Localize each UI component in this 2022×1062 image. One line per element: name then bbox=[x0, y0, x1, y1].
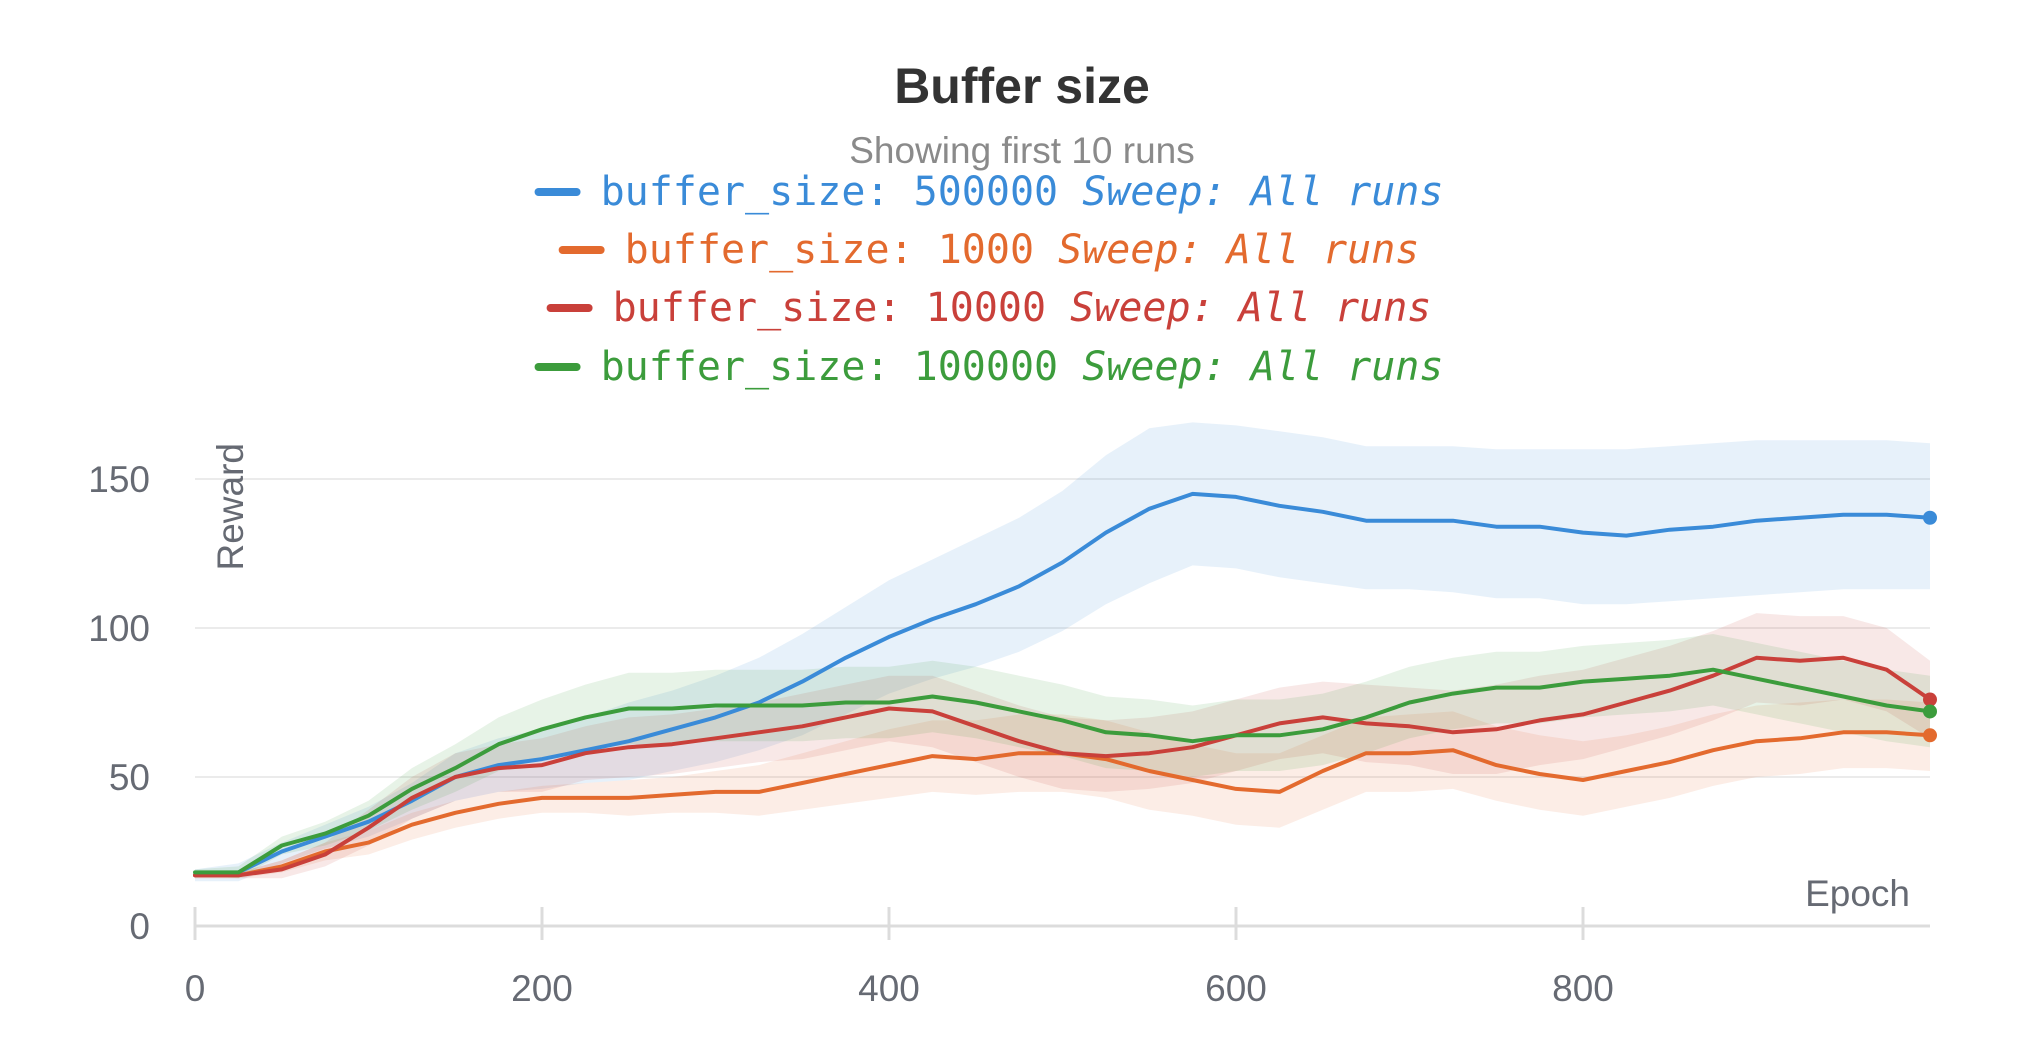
chart-subtitle: Showing first 10 runs bbox=[849, 130, 1195, 171]
chart-title: Buffer size bbox=[894, 58, 1150, 114]
series-band bbox=[195, 422, 1930, 882]
x-tick-label: 400 bbox=[858, 968, 920, 1009]
y-axis-label: Reward bbox=[210, 443, 251, 571]
series-line[interactable] bbox=[193, 667, 1932, 875]
legend-group-name: Sweep: All runs bbox=[1070, 285, 1431, 331]
series-endpoint[interactable] bbox=[1923, 704, 1937, 719]
confidence-bands bbox=[195, 422, 1930, 882]
legend-swatch bbox=[534, 363, 581, 371]
y-axis: 0 50 100 150 bbox=[88, 459, 150, 947]
legend-item[interactable]: buffer_size: 1000 Sweep: All runs bbox=[558, 227, 1420, 273]
legend: buffer_size: 500000 Sweep: All runsbuffe… bbox=[534, 169, 1444, 390]
series-band bbox=[195, 613, 1930, 879]
series-band bbox=[195, 699, 1930, 879]
svg-text:buffer_size: 10000 Sweep: All: buffer_size: 10000 Sweep: All runs bbox=[613, 285, 1432, 331]
legend-series-name: buffer_size: 10000 bbox=[613, 285, 1071, 331]
x-tick-label: 800 bbox=[1552, 968, 1614, 1009]
y-tick-label: 150 bbox=[88, 459, 150, 500]
legend-group-name: Sweep: All runs bbox=[1082, 169, 1443, 215]
y-tick-label: 0 bbox=[129, 906, 150, 947]
x-tick-label: 200 bbox=[511, 968, 573, 1009]
x-axis: 0 200 400 600 800 bbox=[185, 907, 1930, 1009]
legend-item[interactable]: buffer_size: 500000 Sweep: All runs bbox=[534, 169, 1444, 215]
legend-group-name: Sweep: All runs bbox=[1058, 227, 1419, 273]
svg-text:buffer_size: 100000 Sweep: All: buffer_size: 100000 Sweep: All runs bbox=[601, 344, 1444, 390]
series-endpoint[interactable] bbox=[1923, 728, 1937, 743]
svg-text:buffer_size: 500000 Sweep: All: buffer_size: 500000 Sweep: All runs bbox=[601, 169, 1444, 215]
legend-group-name: Sweep: All runs bbox=[1082, 344, 1443, 390]
legend-item[interactable]: buffer_size: 100000 Sweep: All runs bbox=[534, 344, 1444, 390]
legend-series-name: buffer_size: 100000 bbox=[601, 344, 1083, 390]
x-tick-label: 600 bbox=[1205, 968, 1267, 1009]
series-endpoint[interactable] bbox=[1923, 510, 1937, 525]
svg-text:buffer_size: 1000 Sweep: All r: buffer_size: 1000 Sweep: All runs bbox=[625, 227, 1420, 273]
legend-item[interactable]: buffer_size: 10000 Sweep: All runs bbox=[546, 285, 1432, 331]
series-endpoint[interactable] bbox=[1923, 692, 1937, 707]
legend-swatch bbox=[534, 188, 581, 196]
series-line[interactable] bbox=[193, 655, 1932, 878]
x-tick-label: 0 bbox=[185, 968, 206, 1009]
legend-series-name: buffer_size: 500000 bbox=[601, 169, 1083, 215]
series-endpoints bbox=[1923, 510, 1937, 743]
y-tick-label: 50 bbox=[109, 757, 150, 798]
grid bbox=[195, 478, 1930, 778]
series-band bbox=[195, 634, 1930, 879]
x-axis-label: Epoch bbox=[1805, 873, 1910, 914]
legend-swatch bbox=[558, 246, 605, 254]
legend-swatch bbox=[546, 304, 593, 312]
legend-series-name: buffer_size: 1000 bbox=[625, 227, 1058, 273]
y-tick-label: 100 bbox=[88, 608, 150, 649]
series-lines bbox=[193, 491, 1932, 878]
